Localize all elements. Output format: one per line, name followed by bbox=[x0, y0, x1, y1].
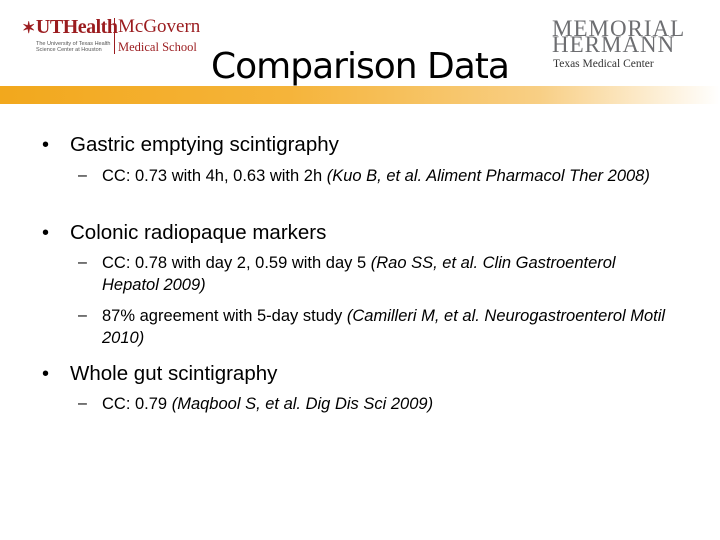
bullet-item: Gastric emptying scintigraphy bbox=[70, 133, 339, 156]
bullet-icon: • bbox=[42, 222, 50, 244]
citation: (Maqbool S, et al. Dig Dis Sci 2009) bbox=[171, 395, 434, 413]
star-icon: ✶ bbox=[22, 20, 35, 37]
uthealth-text: UTHealth bbox=[35, 16, 118, 38]
sub-bullet-item: 87% agreement with 5-day study (Camiller… bbox=[102, 305, 672, 349]
sub-bullet-item: CC: 0.79 (Maqbool S, et al. Dig Dis Sci … bbox=[102, 393, 672, 415]
slide-title: Comparison Data bbox=[211, 46, 510, 87]
sub-bullet-icon: – bbox=[78, 307, 87, 324]
citation: (Camilleri M, et al. Neurogastroenterol … bbox=[102, 307, 666, 347]
uthealth-mcgovern-logo: ✶UTHealth The University of Texas Health… bbox=[22, 16, 201, 56]
mcgovern-wordmark: McGovern bbox=[118, 16, 201, 37]
sub-bullet-item: CC: 0.78 with day 2, 0.59 with day 5 (Ra… bbox=[102, 252, 672, 296]
bullet-icon: • bbox=[42, 363, 50, 385]
sub-bullet-text: CC: 0.73 with 4h, 0.63 with 2h bbox=[102, 167, 327, 185]
uthealth-wordmark: ✶UTHealth bbox=[22, 16, 118, 39]
uthealth-subtitle: The University of Texas Health Science C… bbox=[36, 41, 111, 53]
logo-divider bbox=[114, 18, 115, 54]
texas-medical-center-text: Texas Medical Center bbox=[553, 58, 654, 70]
memorial-wordmark: MEMORIAL bbox=[552, 16, 686, 41]
sub-bullet-icon: – bbox=[78, 395, 87, 412]
header-accent-bar bbox=[0, 86, 720, 104]
citation: (Kuo B, et al. Aliment Pharmacol Ther 20… bbox=[326, 167, 650, 185]
memorial-hermann-logo: MEMORIAL HERMANN Texas Medical Center bbox=[552, 16, 686, 72]
sub-bullet-icon: – bbox=[78, 167, 87, 184]
citation: (Rao SS, et al. Clin Gastroenterol Hepat… bbox=[102, 254, 616, 294]
sub-bullet-text: CC: 0.78 with day 2, 0.59 with day 5 bbox=[102, 254, 371, 272]
sub-bullet-text: CC: 0.79 bbox=[102, 395, 172, 413]
sub-bullet-text: 87% agreement with 5-day study bbox=[102, 307, 347, 325]
bullet-item: Colonic radiopaque markers bbox=[70, 221, 327, 244]
medical-school-text: Medical School bbox=[118, 40, 197, 54]
sub-bullet-icon: – bbox=[78, 254, 87, 271]
sub-bullet-item: CC: 0.73 with 4h, 0.63 with 2h (Kuo B, e… bbox=[102, 165, 672, 187]
bullet-icon: • bbox=[42, 134, 50, 156]
bullet-item: Whole gut scintigraphy bbox=[70, 362, 278, 385]
hermann-wordmark: HERMANN bbox=[552, 32, 676, 57]
